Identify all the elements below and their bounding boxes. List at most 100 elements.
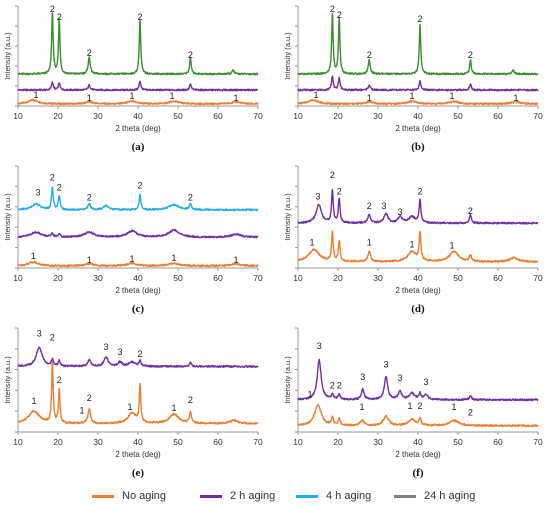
peak-label: 1 bbox=[451, 402, 456, 412]
peak-label: 2 bbox=[188, 50, 193, 60]
x-tick-label: 40 bbox=[413, 111, 423, 121]
x-tick-label: 50 bbox=[453, 111, 463, 121]
legend-swatch bbox=[394, 494, 416, 498]
peak-label: 2 bbox=[57, 182, 62, 192]
x-tick-label: 70 bbox=[533, 111, 543, 121]
legend-item-no-aging: No aging bbox=[92, 486, 166, 506]
x-tick-label: 20 bbox=[333, 437, 343, 447]
panel-caption: (e) bbox=[132, 467, 145, 479]
peak-label: 2 bbox=[188, 395, 193, 405]
series-line-2-h-aging bbox=[297, 75, 539, 92]
panel-c: 10 20 30 40 50 60 70 2 theta (deg) Intensity (a.… bbox=[0, 160, 270, 320]
x-tick-label: 60 bbox=[213, 437, 223, 447]
x-tick-label: 60 bbox=[213, 111, 223, 121]
x-tick-label: 60 bbox=[493, 437, 503, 447]
legend-item-2h-aging: 2 h aging bbox=[200, 486, 275, 506]
peak-label: 3 bbox=[103, 342, 108, 352]
x-tick-label: 70 bbox=[253, 273, 263, 283]
x-axis-label: 2 theta (deg) bbox=[395, 286, 441, 295]
peak-label: 1 bbox=[87, 255, 92, 265]
x-tick-label: 10 bbox=[13, 437, 23, 447]
peak-label: 3 bbox=[360, 372, 365, 382]
series-line-2-h-aging bbox=[297, 188, 539, 225]
x-tick-label: 50 bbox=[453, 273, 463, 283]
peak-label: 2 bbox=[337, 10, 342, 20]
x-tick-label: 10 bbox=[13, 111, 23, 121]
x-tick-label: 70 bbox=[253, 111, 263, 121]
peak-label: 2 bbox=[50, 332, 55, 342]
peak-label: 1 bbox=[129, 254, 134, 264]
peak-label: 2 bbox=[468, 206, 473, 216]
x-tick-label: 30 bbox=[93, 273, 103, 283]
peak-label: 1 bbox=[31, 251, 36, 261]
peak-label: 1 bbox=[171, 403, 176, 413]
x-axis-label: 2 theta (deg) bbox=[395, 450, 441, 459]
panel-b: 10 20 30 40 50 60 70 2 theta (deg) Intensity (a.… bbox=[280, 0, 550, 158]
panel-caption: (b) bbox=[411, 141, 425, 153]
series-line-2-h-aging bbox=[297, 358, 539, 402]
x-tick-label: 50 bbox=[173, 111, 183, 121]
x-tick-label: 10 bbox=[293, 437, 303, 447]
panel-caption: (c) bbox=[132, 303, 145, 315]
peak-label: 3 bbox=[35, 188, 40, 198]
peak-label: 1 bbox=[449, 241, 454, 251]
peak-label: 3 bbox=[315, 192, 320, 202]
peak-label: 3 bbox=[397, 373, 402, 383]
x-tick-label: 50 bbox=[173, 273, 183, 283]
peak-label: 1 bbox=[87, 93, 92, 103]
legend-label: 2 h aging bbox=[230, 490, 276, 502]
x-tick-label: 20 bbox=[333, 111, 343, 121]
x-tick-label: 70 bbox=[253, 437, 263, 447]
x-tick-label: 40 bbox=[413, 273, 423, 283]
x-axis-label: 2 theta (deg) bbox=[115, 124, 161, 133]
x-tick-label: 50 bbox=[453, 437, 463, 447]
x-tick-label: 30 bbox=[373, 273, 383, 283]
y-axis-label: Intensity (a.u.) bbox=[283, 193, 292, 241]
peak-label: 1 bbox=[309, 238, 314, 248]
peak-label: 1 bbox=[409, 240, 414, 250]
peak-label: 1 bbox=[127, 402, 132, 412]
series-line-2-h-aging bbox=[17, 228, 259, 239]
x-tick-label: 60 bbox=[493, 273, 503, 283]
x-tick-label: 60 bbox=[493, 111, 503, 121]
peak-label: 2 bbox=[417, 187, 422, 197]
chart-svg: 10 20 30 40 50 60 70 2 theta (deg) Intensity (a.… bbox=[3, 327, 263, 479]
series-line-no-aging bbox=[17, 260, 259, 268]
peak-label: 1 bbox=[31, 396, 36, 406]
peak-label: 2 bbox=[367, 50, 372, 60]
legend-label: No aging bbox=[122, 490, 167, 502]
peak-label: 1 bbox=[449, 91, 454, 101]
legend: No aging 2 h aging 4 h aging 24 h aging bbox=[0, 486, 550, 506]
legend-item-24h-aging: 24 h aging bbox=[394, 486, 475, 506]
peak-label: 2 bbox=[137, 12, 142, 22]
peak-label: 1 bbox=[169, 91, 174, 101]
peak-label: 2 bbox=[330, 380, 335, 390]
peak-label: 2 bbox=[87, 193, 92, 203]
peak-label: 2 bbox=[57, 12, 62, 22]
x-tick-label: 30 bbox=[373, 437, 383, 447]
peak-label: 2 bbox=[87, 393, 92, 403]
peak-label: 2 bbox=[137, 349, 142, 359]
series-line-2-h-aging bbox=[17, 80, 259, 92]
y-axis-label: Intensity (a.u.) bbox=[283, 32, 292, 80]
peak-label: 3 bbox=[397, 207, 402, 217]
x-tick-label: 50 bbox=[173, 437, 183, 447]
peak-label: 1 bbox=[233, 255, 238, 265]
peak-label: 1 bbox=[129, 91, 134, 101]
legend-swatch bbox=[200, 494, 222, 498]
series-line-no-aging bbox=[17, 361, 259, 425]
series-line-24-h-aging bbox=[17, 12, 259, 76]
x-tick-label: 20 bbox=[333, 273, 343, 283]
chart-svg: 10 20 30 40 50 60 70 2 theta (deg) Intensity (a.… bbox=[3, 4, 263, 153]
y-axis-label: Intensity (a.u.) bbox=[3, 356, 12, 404]
peak-label: 3 bbox=[317, 341, 322, 351]
x-tick-label: 30 bbox=[93, 437, 103, 447]
chart-svg: 10 20 30 40 50 60 70 2 theta (deg) Intensity (a.… bbox=[283, 165, 543, 315]
x-tick-label: 20 bbox=[53, 437, 63, 447]
y-axis-label: Intensity (a.u.) bbox=[3, 32, 12, 80]
legend-swatch bbox=[92, 494, 114, 498]
peak-label: 1 bbox=[513, 93, 518, 103]
peak-label: 2 bbox=[330, 170, 335, 180]
peak-label: 1 bbox=[313, 90, 318, 100]
